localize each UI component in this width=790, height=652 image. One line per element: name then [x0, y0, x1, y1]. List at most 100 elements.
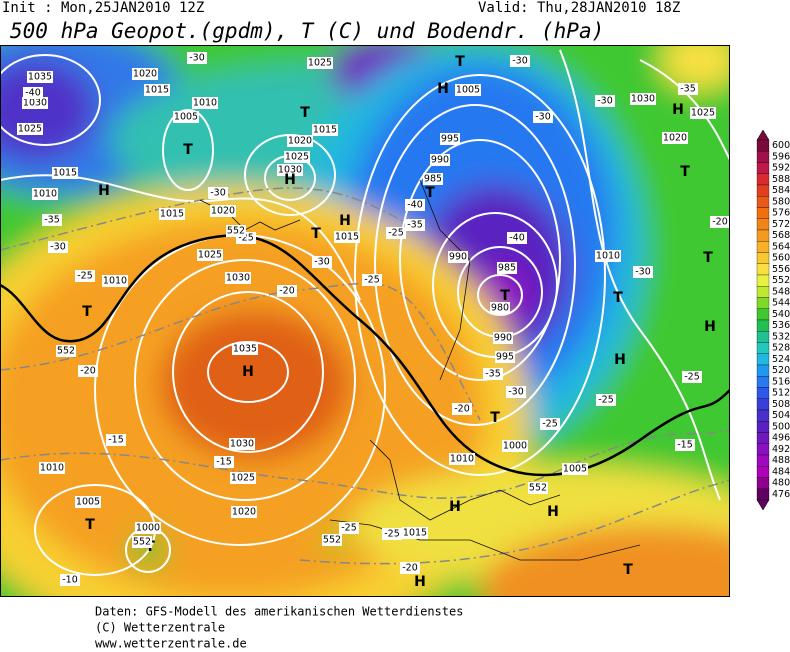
- map-value-label: 1025: [285, 152, 309, 163]
- map-value-label: 1020: [288, 136, 312, 147]
- scale-label: 536: [772, 320, 790, 331]
- scale-label: 500: [772, 421, 790, 432]
- label-box: [229, 438, 255, 450]
- label-box: [405, 199, 425, 211]
- low-marker: T: [500, 288, 510, 304]
- scale-label: 592: [772, 163, 790, 174]
- map-value-label: -25: [542, 419, 558, 430]
- scale-cell: [756, 162, 770, 174]
- map-value-label: -25: [364, 275, 380, 286]
- label-box: [197, 249, 223, 261]
- label-box: [322, 534, 342, 546]
- map-value-label: 1030: [230, 439, 254, 450]
- label-box: [596, 394, 616, 406]
- map-value-label: -30: [508, 387, 524, 398]
- map-value-label: 1020: [211, 206, 235, 217]
- valid-time: Valid: Thu,28JAN2010 18Z: [478, 0, 680, 16]
- scale-cell: [756, 241, 770, 253]
- scale-label: 556: [772, 264, 790, 275]
- label-box: [483, 368, 503, 380]
- scale-label: 512: [772, 388, 790, 399]
- scale-cap: [756, 129, 770, 141]
- map-value-label: -20: [402, 563, 418, 574]
- map-value-label: 552: [323, 535, 341, 546]
- map-value-label: 1025: [198, 250, 222, 261]
- map-value-label: 1005: [76, 497, 100, 508]
- scale-cell: [756, 387, 770, 399]
- scale-label: 480: [772, 478, 790, 489]
- map-frame: [0, 45, 730, 597]
- scale-cell: [756, 139, 770, 152]
- label-box: [362, 274, 382, 286]
- scale-label: 596: [772, 151, 790, 162]
- map-value-label: -20: [712, 217, 728, 228]
- map-title: 500 hPa Geopot.(gpdm), T (C) und Bodendr…: [10, 19, 604, 43]
- map-value-label: -25: [77, 271, 93, 282]
- label-box: [27, 71, 53, 83]
- label-box: [386, 227, 406, 239]
- low-marker: T: [311, 226, 321, 242]
- label-box: [540, 418, 560, 430]
- low-marker: T: [680, 164, 690, 180]
- scale-cell: [756, 488, 770, 501]
- label-box: [400, 562, 420, 574]
- scale-label: 560: [772, 253, 790, 264]
- label-box: [690, 107, 716, 119]
- map-value-label: 990: [449, 252, 467, 263]
- high-marker: H: [449, 499, 461, 515]
- scale-label: 524: [772, 354, 790, 365]
- label-box: [144, 84, 170, 96]
- high-marker: H: [284, 172, 296, 188]
- map-value-label: 1015: [53, 168, 77, 179]
- map-value-label: 1035: [233, 344, 257, 355]
- map-value-label: -30: [189, 53, 205, 64]
- scale-label: 564: [772, 241, 790, 252]
- map-value-label: 1035: [28, 72, 52, 83]
- label-box: [32, 188, 58, 200]
- scale-label: 552: [772, 275, 790, 286]
- scale-label: 548: [772, 286, 790, 297]
- map-value-label: -25: [238, 233, 254, 244]
- low-marker: T: [82, 304, 92, 320]
- label-box: [78, 365, 98, 377]
- scale-label: 588: [772, 174, 790, 185]
- map-value-label: 985: [424, 174, 442, 185]
- map-value-label: 1025: [691, 108, 715, 119]
- label-box: [277, 164, 303, 176]
- map-value-label: -35: [407, 220, 423, 231]
- label-box: [135, 522, 161, 534]
- scale-cell: [756, 331, 770, 343]
- map-value-label: -20: [279, 286, 295, 297]
- label-box: [48, 241, 68, 253]
- map-value-label: 1020: [663, 133, 687, 144]
- scale-cell: [756, 218, 770, 231]
- scale-cell: [756, 297, 770, 309]
- label-box: [448, 251, 468, 263]
- map-value-label: 1015: [145, 85, 169, 96]
- scale-cell: [756, 454, 770, 467]
- low-marker: T: [85, 517, 95, 533]
- scale-cell: [756, 252, 770, 264]
- label-box: [495, 351, 515, 363]
- label-box: [455, 84, 481, 96]
- footer-url: www.wetterzentrale.de: [95, 637, 247, 649]
- low-marker: T: [613, 290, 623, 306]
- scale-label: 484: [772, 466, 790, 477]
- scale-cell: [756, 477, 770, 489]
- map-value-label: 995: [441, 134, 459, 145]
- scale-cell: [756, 376, 770, 388]
- scale-cell: [756, 398, 770, 411]
- map-value-label: -30: [210, 188, 226, 199]
- scale-cell: [756, 409, 770, 422]
- high-marker: H: [437, 81, 449, 97]
- map-value-label: -25: [388, 228, 404, 239]
- init-time: Init : Mon,25JAN2010 12Z: [2, 0, 204, 16]
- label-box: [230, 472, 256, 484]
- label-box: [56, 345, 76, 357]
- label-box: [312, 256, 332, 268]
- map-value-label: 1030: [278, 165, 302, 176]
- label-box: [277, 285, 297, 297]
- scale-cell: [756, 443, 770, 456]
- label-box: [402, 527, 428, 539]
